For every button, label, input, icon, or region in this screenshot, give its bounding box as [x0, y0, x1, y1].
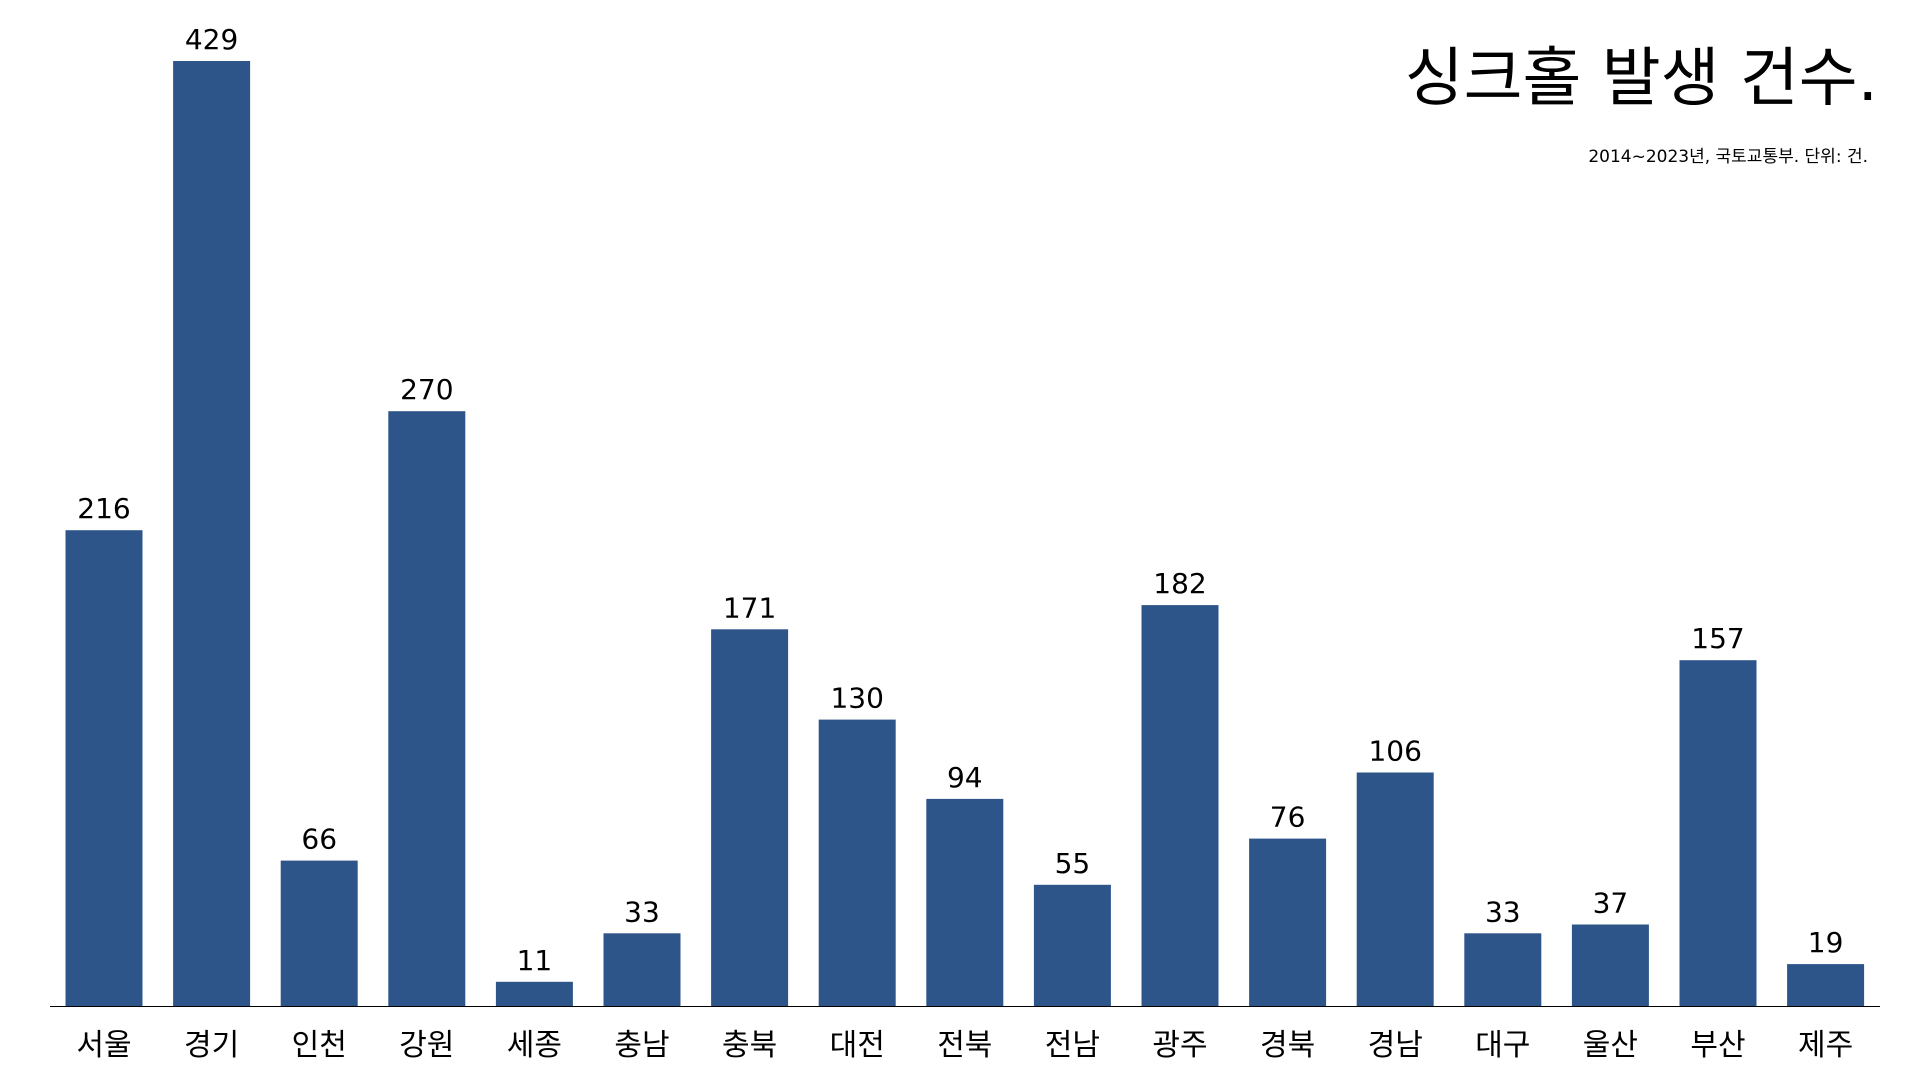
- bar-3: [280, 860, 358, 1006]
- bar-14: [1464, 933, 1542, 1006]
- x-tick-label-7: 충북: [722, 1028, 777, 1063]
- value-label-11: 182: [1153, 567, 1206, 600]
- x-tick-label-11: 광주: [1152, 1028, 1207, 1063]
- bar-6: [603, 933, 681, 1006]
- value-label-16: 157: [1691, 622, 1744, 655]
- x-tick-labels-group: 서울 경기 인천 강원 세종 충남 충북 대전 전북 전남 광주 경북 경남 대구 울산 부산 제주: [76, 1028, 1853, 1063]
- value-labels-group: 216 429 66 270 11 33 171 130 94 55 182 76 106 33 37 157…: [77, 23, 1843, 977]
- bar-10: [1033, 884, 1111, 1006]
- x-tick-label-8: 대전: [830, 1028, 885, 1063]
- bars-group: [65, 61, 1865, 1006]
- bar-16: [1679, 660, 1757, 1006]
- value-label-9: 94: [947, 761, 983, 794]
- value-label-13: 106: [1368, 735, 1421, 768]
- bar-8: [818, 719, 896, 1006]
- bar-2: [173, 61, 251, 1006]
- value-label-12: 76: [1270, 801, 1306, 834]
- x-tick-label-12: 경북: [1260, 1028, 1315, 1063]
- x-tick-label-10: 전남: [1045, 1028, 1100, 1063]
- bar-4: [388, 411, 466, 1006]
- x-tick-label-6: 충남: [614, 1028, 669, 1063]
- bar-13: [1356, 772, 1434, 1006]
- bar-5: [495, 981, 573, 1006]
- bar-12: [1249, 838, 1327, 1006]
- chart-subtitle: 2014~2023년, 국토교통부. 단위: 건.: [1588, 147, 1868, 167]
- value-label-5: 11: [517, 944, 553, 977]
- value-label-4: 270: [400, 373, 453, 406]
- value-label-6: 33: [624, 895, 660, 928]
- bar-1: [65, 530, 143, 1006]
- x-tick-label-4: 강원: [399, 1028, 454, 1063]
- x-tick-label-1: 서울: [76, 1028, 131, 1063]
- value-label-7: 171: [723, 591, 776, 624]
- x-tick-label-13: 경남: [1368, 1028, 1423, 1063]
- x-tick-label-16: 부산: [1690, 1028, 1745, 1063]
- bar-15: [1571, 924, 1649, 1006]
- bar-11: [1141, 605, 1219, 1006]
- chart-title: 싱크홀 발생 건수.: [1405, 42, 1878, 116]
- value-label-8: 130: [830, 682, 883, 715]
- bar-9: [926, 798, 1004, 1006]
- value-label-17: 19: [1808, 926, 1844, 959]
- x-tick-label-15: 울산: [1583, 1028, 1638, 1063]
- bar-17: [1787, 964, 1865, 1006]
- value-label-1: 216: [77, 492, 130, 525]
- x-tick-label-17: 제주: [1798, 1028, 1853, 1063]
- x-tick-label-9: 전북: [937, 1028, 992, 1063]
- bar-7: [711, 629, 789, 1006]
- value-label-2: 429: [185, 23, 238, 56]
- value-label-10: 55: [1055, 847, 1091, 880]
- value-label-14: 33: [1485, 895, 1521, 928]
- value-label-15: 37: [1593, 887, 1629, 920]
- x-tick-label-3: 인천: [292, 1028, 347, 1063]
- value-label-3: 66: [301, 823, 337, 856]
- x-tick-label-2: 경기: [184, 1028, 239, 1063]
- x-tick-label-14: 대구: [1475, 1028, 1530, 1063]
- x-tick-label-5: 세종: [507, 1028, 562, 1063]
